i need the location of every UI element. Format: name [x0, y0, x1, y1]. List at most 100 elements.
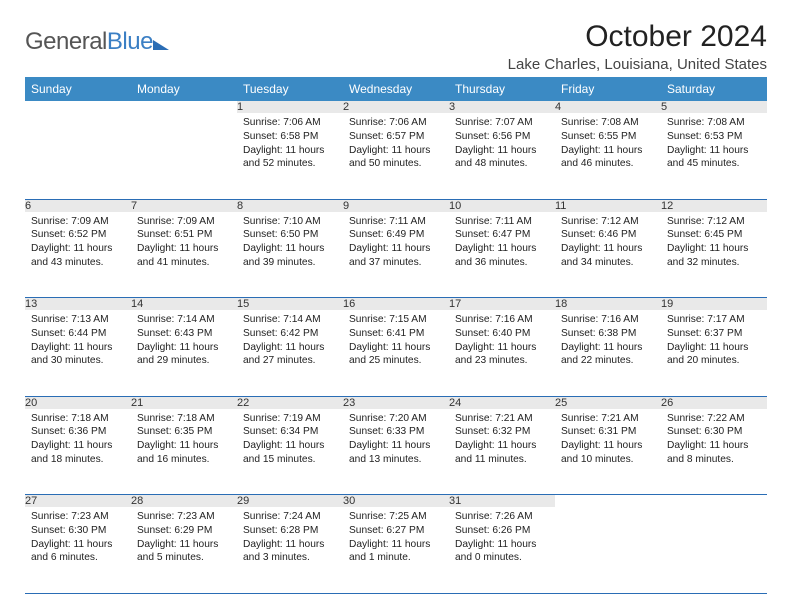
- daylight-line: Daylight: 11 hours and 8 minutes.: [667, 439, 761, 467]
- sunset-line: Sunset: 6:50 PM: [243, 228, 337, 242]
- daylight-line: Daylight: 11 hours and 13 minutes.: [349, 439, 443, 467]
- day-cell-empty: [131, 113, 237, 199]
- day-cell: Sunrise: 7:18 AMSunset: 6:35 PMDaylight:…: [131, 409, 237, 495]
- day-cell-body: Sunrise: 7:06 AMSunset: 6:58 PMDaylight:…: [237, 113, 343, 175]
- sunrise-line: Sunrise: 7:09 AM: [137, 215, 231, 229]
- sunrise-line: Sunrise: 7:07 AM: [455, 116, 549, 130]
- sunrise-line: Sunrise: 7:12 AM: [561, 215, 655, 229]
- day-cell-body: Sunrise: 7:22 AMSunset: 6:30 PMDaylight:…: [661, 409, 767, 471]
- sunrise-line: Sunrise: 7:23 AM: [31, 510, 125, 524]
- daynum-cell: 17: [449, 298, 555, 311]
- day-cell-body: Sunrise: 7:26 AMSunset: 6:26 PMDaylight:…: [449, 507, 555, 569]
- sunrise-line: Sunrise: 7:22 AM: [667, 412, 761, 426]
- sunset-line: Sunset: 6:51 PM: [137, 228, 231, 242]
- day-cell: Sunrise: 7:10 AMSunset: 6:50 PMDaylight:…: [237, 212, 343, 298]
- sunrise-line: Sunrise: 7:11 AM: [349, 215, 443, 229]
- day-cell-body: Sunrise: 7:21 AMSunset: 6:31 PMDaylight:…: [555, 409, 661, 471]
- day-cell: Sunrise: 7:24 AMSunset: 6:28 PMDaylight:…: [237, 507, 343, 593]
- daynum-cell: 3: [449, 101, 555, 113]
- day-cell: Sunrise: 7:06 AMSunset: 6:58 PMDaylight:…: [237, 113, 343, 199]
- daynum-row: 20212223242526: [25, 396, 767, 409]
- day-cell-body: Sunrise: 7:12 AMSunset: 6:45 PMDaylight:…: [661, 212, 767, 274]
- sunrise-line: Sunrise: 7:24 AM: [243, 510, 337, 524]
- logo: GeneralBlue: [25, 28, 169, 56]
- weekday-header: Friday: [555, 77, 661, 101]
- day-cell-body: Sunrise: 7:11 AMSunset: 6:49 PMDaylight:…: [343, 212, 449, 274]
- daynum-empty: [555, 495, 661, 508]
- daylight-line: Daylight: 11 hours and 15 minutes.: [243, 439, 337, 467]
- sunrise-line: Sunrise: 7:26 AM: [455, 510, 549, 524]
- sunrise-line: Sunrise: 7:16 AM: [455, 313, 549, 327]
- daynum-cell: 23: [343, 396, 449, 409]
- daynum-cell: 4: [555, 101, 661, 113]
- daylight-line: Daylight: 11 hours and 48 minutes.: [455, 144, 549, 172]
- day-cell: Sunrise: 7:25 AMSunset: 6:27 PMDaylight:…: [343, 507, 449, 593]
- day-cell: Sunrise: 7:09 AMSunset: 6:52 PMDaylight:…: [25, 212, 131, 298]
- daylight-line: Daylight: 11 hours and 52 minutes.: [243, 144, 337, 172]
- day-cell-body: Sunrise: 7:11 AMSunset: 6:47 PMDaylight:…: [449, 212, 555, 274]
- calendar-body: 12345Sunrise: 7:06 AMSunset: 6:58 PMDayl…: [25, 101, 767, 593]
- daynum-row: 12345: [25, 101, 767, 113]
- month-title: October 2024: [508, 20, 767, 54]
- sunset-line: Sunset: 6:34 PM: [243, 425, 337, 439]
- sunset-line: Sunset: 6:57 PM: [349, 130, 443, 144]
- calendar-table: SundayMondayTuesdayWednesdayThursdayFrid…: [25, 77, 767, 594]
- day-cell-body: Sunrise: 7:06 AMSunset: 6:57 PMDaylight:…: [343, 113, 449, 175]
- day-cell-body: Sunrise: 7:10 AMSunset: 6:50 PMDaylight:…: [237, 212, 343, 274]
- sunset-line: Sunset: 6:53 PM: [667, 130, 761, 144]
- day-cell: Sunrise: 7:19 AMSunset: 6:34 PMDaylight:…: [237, 409, 343, 495]
- sunrise-line: Sunrise: 7:18 AM: [137, 412, 231, 426]
- day-cell-body: Sunrise: 7:14 AMSunset: 6:42 PMDaylight:…: [237, 310, 343, 372]
- day-cell-body: Sunrise: 7:18 AMSunset: 6:35 PMDaylight:…: [131, 409, 237, 471]
- daylight-line: Daylight: 11 hours and 27 minutes.: [243, 341, 337, 369]
- daynum-cell: 19: [661, 298, 767, 311]
- daynum-cell: 26: [661, 396, 767, 409]
- day-cell-body: Sunrise: 7:21 AMSunset: 6:32 PMDaylight:…: [449, 409, 555, 471]
- sunset-line: Sunset: 6:44 PM: [31, 327, 125, 341]
- day-cell-empty: [555, 507, 661, 593]
- daynum-cell: 7: [131, 199, 237, 212]
- daylight-line: Daylight: 11 hours and 10 minutes.: [561, 439, 655, 467]
- sunset-line: Sunset: 6:28 PM: [243, 524, 337, 538]
- day-cell: Sunrise: 7:09 AMSunset: 6:51 PMDaylight:…: [131, 212, 237, 298]
- sunset-line: Sunset: 6:29 PM: [137, 524, 231, 538]
- daylight-line: Daylight: 11 hours and 43 minutes.: [31, 242, 125, 270]
- day-cell-body: Sunrise: 7:20 AMSunset: 6:33 PMDaylight:…: [343, 409, 449, 471]
- calendar-head: SundayMondayTuesdayWednesdayThursdayFrid…: [25, 77, 767, 101]
- day-cell: Sunrise: 7:22 AMSunset: 6:30 PMDaylight:…: [661, 409, 767, 495]
- daylight-line: Daylight: 11 hours and 32 minutes.: [667, 242, 761, 270]
- sunrise-line: Sunrise: 7:12 AM: [667, 215, 761, 229]
- day-cell: Sunrise: 7:07 AMSunset: 6:56 PMDaylight:…: [449, 113, 555, 199]
- day-cell: Sunrise: 7:08 AMSunset: 6:53 PMDaylight:…: [661, 113, 767, 199]
- daylight-line: Daylight: 11 hours and 45 minutes.: [667, 144, 761, 172]
- sunrise-line: Sunrise: 7:15 AM: [349, 313, 443, 327]
- day-cell: Sunrise: 7:15 AMSunset: 6:41 PMDaylight:…: [343, 310, 449, 396]
- daynum-cell: 8: [237, 199, 343, 212]
- day-cell: Sunrise: 7:17 AMSunset: 6:37 PMDaylight:…: [661, 310, 767, 396]
- daylight-line: Daylight: 11 hours and 25 minutes.: [349, 341, 443, 369]
- day-cell: Sunrise: 7:23 AMSunset: 6:30 PMDaylight:…: [25, 507, 131, 593]
- sunset-line: Sunset: 6:49 PM: [349, 228, 443, 242]
- daynum-cell: 25: [555, 396, 661, 409]
- day-cell-body: Sunrise: 7:14 AMSunset: 6:43 PMDaylight:…: [131, 310, 237, 372]
- day-cell-body: Sunrise: 7:09 AMSunset: 6:52 PMDaylight:…: [25, 212, 131, 274]
- day-cell-empty: [661, 507, 767, 593]
- sunrise-line: Sunrise: 7:10 AM: [243, 215, 337, 229]
- daylight-line: Daylight: 11 hours and 22 minutes.: [561, 341, 655, 369]
- sunset-line: Sunset: 6:35 PM: [137, 425, 231, 439]
- sunrise-line: Sunrise: 7:23 AM: [137, 510, 231, 524]
- logo-word1: General: [25, 28, 107, 55]
- day-cell-body: Sunrise: 7:25 AMSunset: 6:27 PMDaylight:…: [343, 507, 449, 569]
- daynum-cell: 30: [343, 495, 449, 508]
- daynum-empty: [131, 101, 237, 113]
- day-cell: Sunrise: 7:13 AMSunset: 6:44 PMDaylight:…: [25, 310, 131, 396]
- sunrise-line: Sunrise: 7:19 AM: [243, 412, 337, 426]
- day-cell-body: Sunrise: 7:19 AMSunset: 6:34 PMDaylight:…: [237, 409, 343, 471]
- day-cell: Sunrise: 7:11 AMSunset: 6:49 PMDaylight:…: [343, 212, 449, 298]
- day-cell-body: Sunrise: 7:16 AMSunset: 6:40 PMDaylight:…: [449, 310, 555, 372]
- daylight-line: Daylight: 11 hours and 36 minutes.: [455, 242, 549, 270]
- calendar-week-row: Sunrise: 7:13 AMSunset: 6:44 PMDaylight:…: [25, 310, 767, 396]
- day-cell-body: Sunrise: 7:17 AMSunset: 6:37 PMDaylight:…: [661, 310, 767, 372]
- sunset-line: Sunset: 6:42 PM: [243, 327, 337, 341]
- daynum-cell: 12: [661, 199, 767, 212]
